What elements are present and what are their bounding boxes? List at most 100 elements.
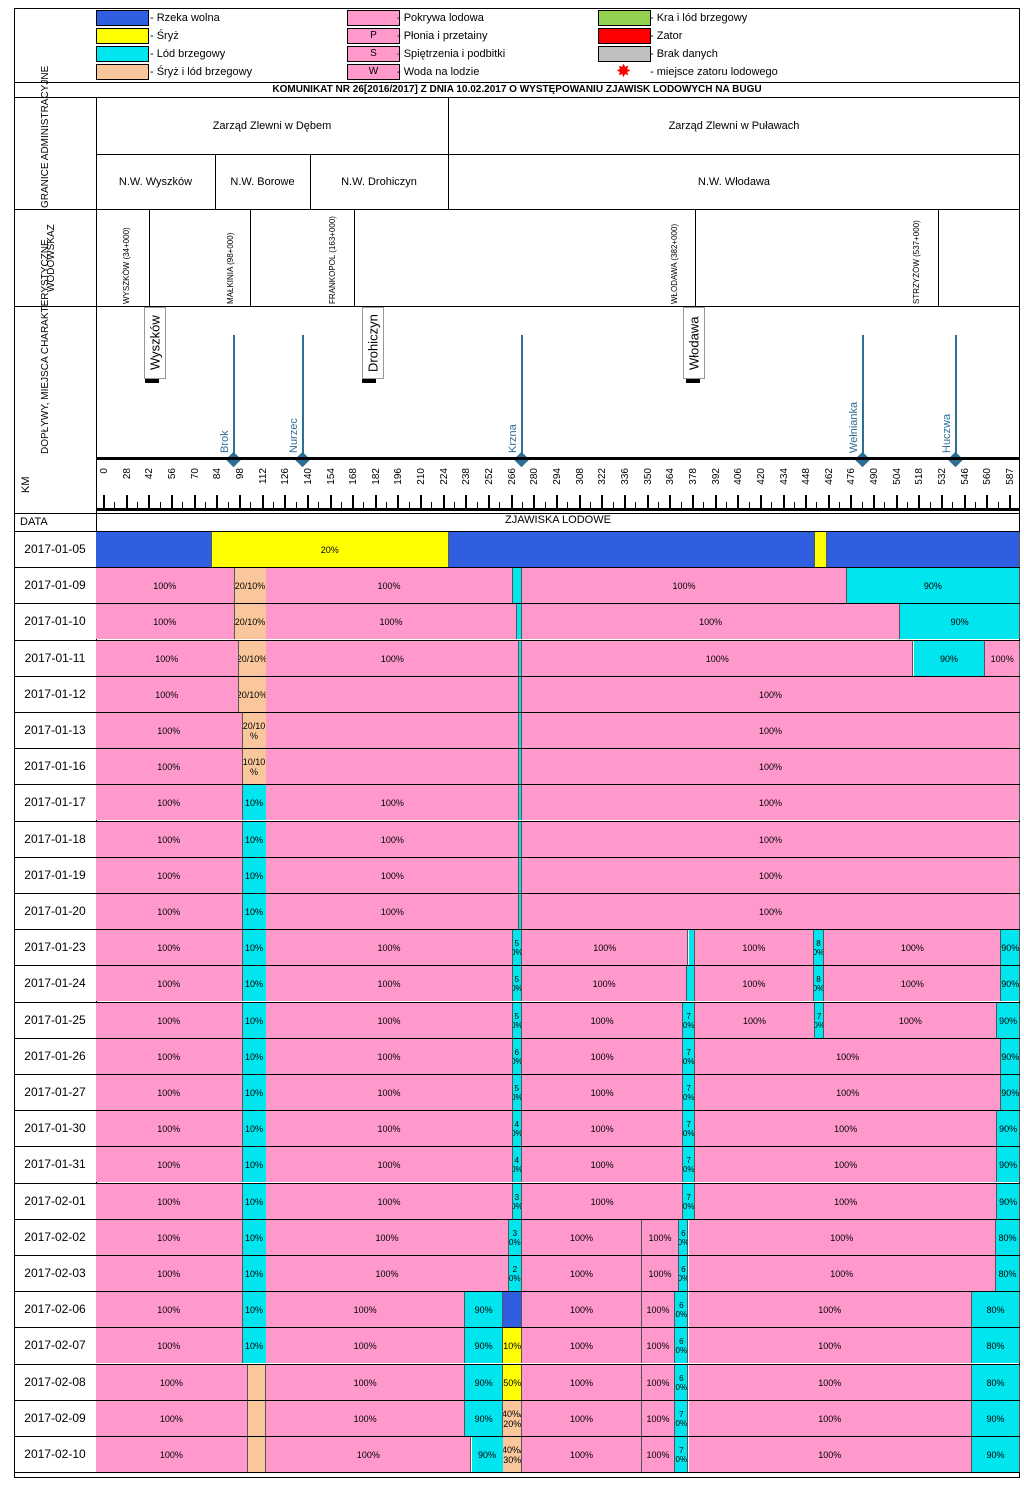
ice-segment: 100% <box>522 1328 642 1363</box>
date-cell: 2017-01-09 <box>24 578 86 592</box>
ice-segment: 100% <box>96 894 243 929</box>
km-minor-tick <box>929 502 931 509</box>
km-tick <box>533 495 536 509</box>
km-tick <box>329 495 332 509</box>
ice-segment: 100% <box>824 966 1002 1001</box>
ice-segment: 100% <box>96 677 239 712</box>
ice-segment: 30% <box>508 1220 522 1255</box>
km-tick <box>578 495 581 509</box>
ice-segment: 100% <box>96 1401 248 1436</box>
date-cell: 2017-02-08 <box>24 1375 86 1389</box>
ice-segment: 100% <box>96 858 243 893</box>
legend-star-icon: ✸ <box>616 61 632 81</box>
km-minor-tick <box>589 502 591 509</box>
km-tick <box>125 495 128 509</box>
ice-segment: 10% <box>242 1039 267 1074</box>
ice-segment: 90% <box>972 1437 1020 1472</box>
km-tick <box>941 495 944 509</box>
date-cell: 2017-01-11 <box>24 651 86 665</box>
ice-segment: 10% <box>242 1075 267 1110</box>
date-cell: 2017-02-01 <box>24 1194 86 1208</box>
km-minor-tick <box>340 502 342 509</box>
legend-label: - Śryż i lód brzegowy <box>150 66 253 78</box>
ice-segment: 90% <box>1001 1075 1020 1110</box>
legend-label: - Woda na lodzie <box>397 66 480 78</box>
km-tick-label: 587 <box>1005 468 1016 485</box>
date-cell: 2017-01-17 <box>24 795 86 809</box>
km-tick-label: 420 <box>755 468 767 485</box>
km-minor-tick <box>272 502 274 509</box>
town-marker <box>362 379 376 383</box>
km-tick <box>442 495 445 509</box>
ice-segment <box>519 641 523 676</box>
ice-segment: 20/10 % <box>242 713 267 748</box>
gauge-line <box>695 210 696 306</box>
ice-segment: 80% <box>996 1256 1020 1291</box>
legend-swatch <box>96 28 149 44</box>
gauge-strzyżów: STRZYŻÓW (537+000) <box>912 220 921 304</box>
legend-swatch: W <box>347 64 400 80</box>
ice-segment: 20/10% <box>238 641 267 676</box>
ice-segment <box>247 1365 267 1400</box>
row-divider <box>14 1146 1020 1147</box>
date-cell: 2017-02-09 <box>24 1411 86 1425</box>
ice-segment: 10/10 % <box>242 749 267 784</box>
tributaries-label: DOPŁYWY, MIEJSCA CHARAKTERYSTYCZNE <box>40 239 51 454</box>
ice-segment: 10% <box>503 1328 522 1363</box>
km-minor-tick <box>408 502 410 509</box>
date-label: DATA <box>20 516 48 528</box>
legend-label: - Kra i lód brzegowy <box>650 12 748 24</box>
ice-segment: 10% <box>242 1111 267 1146</box>
km-label: KM <box>20 476 32 494</box>
ice-segment: 100% <box>266 1292 465 1327</box>
date-cell: 2017-01-26 <box>24 1049 86 1063</box>
row-divider <box>14 821 1020 822</box>
ice-segment: 10% <box>242 858 267 893</box>
date-cell: 2017-01-25 <box>24 1013 86 1027</box>
ice-segment: 10% <box>242 1147 267 1182</box>
row-divider <box>14 1400 1020 1401</box>
row-divider <box>14 1183 1020 1184</box>
km-tick <box>782 495 785 509</box>
ice-segment: 10% <box>242 1003 267 1038</box>
ice-segment: 100% <box>688 1292 973 1327</box>
km-minor-tick <box>839 502 841 509</box>
nw-divider-1 <box>215 154 216 210</box>
ice-segment: 100% <box>522 1039 684 1074</box>
ice-segment: 100% <box>522 677 1020 712</box>
ice-segment: 10% <box>242 894 267 929</box>
ice-segment: 60% <box>675 1365 689 1400</box>
nw-wyszkow: N.W. Wyszków <box>118 176 193 188</box>
km-tick-label: 98 <box>234 468 246 480</box>
km-tick-label: 336 <box>619 468 631 485</box>
ice-segment: 60% <box>512 1039 522 1074</box>
admin-label: GRANICE ADMINISTRACYJNE <box>40 65 51 208</box>
ice-segment: 100% <box>96 1328 243 1363</box>
km-minor-tick <box>975 502 977 509</box>
legend-swatch <box>347 10 400 26</box>
ice-segment: 100% <box>266 1147 513 1182</box>
ice-segment: 10% <box>242 1328 267 1363</box>
ice-segment: 90% <box>913 641 986 676</box>
km-tick-label: 154 <box>325 468 337 485</box>
km-tick <box>737 495 740 509</box>
date-cell: 2017-01-12 <box>24 687 86 701</box>
date-cell: 2017-01-20 <box>24 904 86 918</box>
ice-segment: 100% <box>522 894 1020 929</box>
ice-segment: 80% <box>972 1292 1020 1327</box>
km-tick-label: 392 <box>710 468 722 485</box>
zarzad-deby: Zarząd Zlewni w Dębem <box>212 120 332 132</box>
ice-segment <box>503 1292 522 1327</box>
nw-wlodawa: N.W. Włodawa <box>697 176 771 188</box>
ice-segment: 100% <box>695 1111 998 1146</box>
legend-swatch: P <box>347 28 400 44</box>
ice-segment: 100% <box>522 1111 684 1146</box>
ice-segment: 90% <box>464 1365 504 1400</box>
gauge-line <box>250 210 251 306</box>
km-tick-label: 70 <box>189 468 201 480</box>
ice-segment: 100% <box>641 1256 680 1291</box>
ice-segment: 100% <box>96 1147 243 1182</box>
ice-segment <box>688 930 696 965</box>
ice-segment: 100% <box>96 604 235 639</box>
date-cell: 2017-01-10 <box>24 614 86 628</box>
